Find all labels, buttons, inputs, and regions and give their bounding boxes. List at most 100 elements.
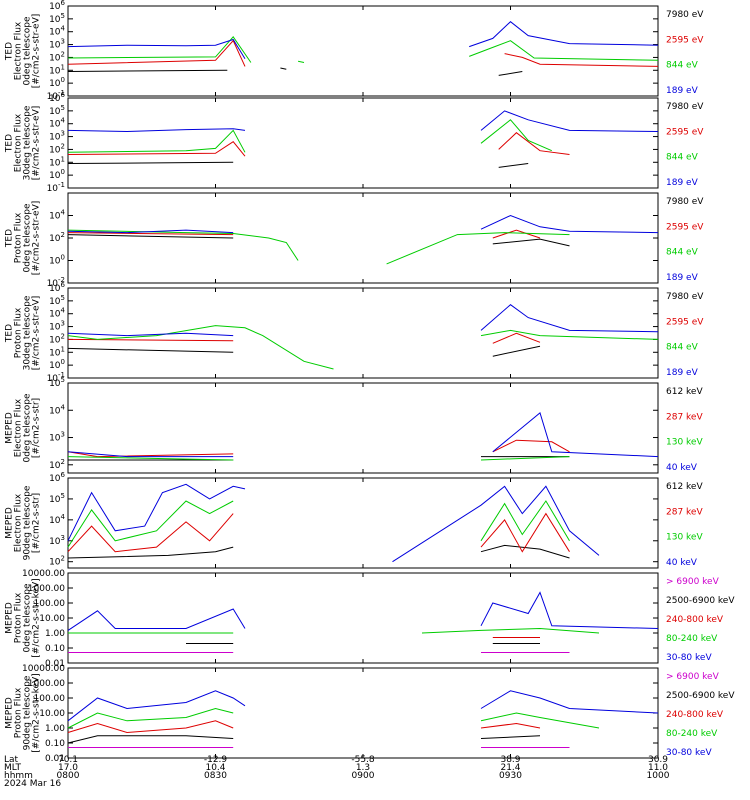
y-axis-label-line: [#/cm2-s-str] xyxy=(32,493,42,553)
legend-entry: 7980 eV xyxy=(666,197,704,207)
y-tick-label: 104 xyxy=(49,403,65,416)
y-axis-label-line: 30deg telescope xyxy=(23,105,33,180)
y-axis-label-line: 0deg telescope xyxy=(23,203,33,273)
y-tick-label: 104 xyxy=(49,209,65,222)
series-line-4 xyxy=(67,38,246,59)
y-tick-label: 100 xyxy=(49,358,65,371)
y-axis-label-line: 90deg telescope xyxy=(23,675,33,750)
y-axis-label-line: MEPED xyxy=(5,602,15,634)
legend-entry: 30-80 keV xyxy=(666,653,712,663)
y-tick-label: 0.10 xyxy=(45,739,65,749)
y-axis-label-line: [#/cm2-s-str-keV] xyxy=(32,673,42,752)
panel-frame xyxy=(67,667,659,759)
y-tick-label: 104 xyxy=(49,307,65,320)
y-axis-label-line: Electron Flux xyxy=(14,398,24,457)
y-axis-label: TEDElectron Flux0deg telescope[#/cm2-s-s… xyxy=(5,14,42,89)
panel-3: 10-2 100 102 104 TEDProton Flux0deg telescop… xyxy=(5,192,704,289)
series-line-4 xyxy=(67,332,234,337)
series-line-2 xyxy=(504,53,659,67)
series-line-4 xyxy=(480,304,659,333)
y-tick-label: 102 xyxy=(49,555,65,568)
y-axis-label-line: MEPED xyxy=(5,412,15,444)
y-tick-label: 104 xyxy=(49,117,65,130)
series-line-3 xyxy=(67,129,246,153)
y-tick-label: 1.00 xyxy=(45,724,65,734)
series-line-1 xyxy=(480,544,570,559)
series-line-1 xyxy=(67,69,228,72)
y-axis-label: MEPEDProton Flux0deg telescope[#/cm2-s-s… xyxy=(5,578,42,657)
y-axis-label: TEDProton Flux0deg telescope[#/cm2-s-str… xyxy=(5,201,42,276)
panel-frame xyxy=(67,287,659,379)
y-axis-label-line: 30deg telescope xyxy=(23,295,33,370)
y-tick-label: 100 xyxy=(49,254,65,267)
legend-entry: > 6900 keV xyxy=(666,672,720,682)
y-tick-label: 10-1 xyxy=(47,371,65,384)
series-line-2 xyxy=(492,332,541,344)
y-tick-label: 105 xyxy=(49,104,65,117)
series-line-2 xyxy=(498,132,570,155)
series-line-3 xyxy=(480,329,659,340)
panel-8: 0.010.101.0010.00100.001000.0010000.00ME… xyxy=(5,664,736,764)
y-tick-label: 103 xyxy=(49,534,65,547)
y-axis-label-line: Proton Flux xyxy=(14,592,24,643)
series-line-2 xyxy=(67,141,246,157)
series-line-2 xyxy=(67,735,234,744)
y-tick-label: 106 xyxy=(49,471,65,484)
legend-entry: 189 eV xyxy=(666,178,699,188)
y-axis-label-line: [#/cm2-s-str-eV] xyxy=(32,14,42,89)
legend-entry: 40 keV xyxy=(666,558,698,568)
series-line-3 xyxy=(67,229,299,261)
y-tick-label: 10-1 xyxy=(47,89,65,102)
series-line-4 xyxy=(67,229,234,234)
series-line-3 xyxy=(67,500,234,548)
y-tick-label: 102 xyxy=(49,50,65,63)
series-line-1 xyxy=(67,234,234,239)
y-axis-label-line: [#/cm2-s-str] xyxy=(32,398,42,458)
x-axis-row-label: hhmm xyxy=(4,771,33,781)
legend-entry: 130 keV xyxy=(666,438,703,448)
y-tick-label: 100.00 xyxy=(34,694,66,704)
series-line-2 xyxy=(67,39,246,67)
legend-entry: 612 keV xyxy=(666,482,703,492)
legend-entry: 2500-6900 keV xyxy=(666,691,735,701)
y-tick-label: 102 xyxy=(49,142,65,155)
y-axis-label-line: 0deg telescope xyxy=(23,16,33,86)
series-line-2 xyxy=(492,439,570,453)
y-tick-label: 100 xyxy=(49,76,65,89)
x-tick-label-lat: -12.9 xyxy=(204,755,228,765)
series-line-1 xyxy=(67,161,234,164)
y-tick-label: 104 xyxy=(49,513,65,526)
y-axis-label-line: Proton Flux xyxy=(14,307,24,358)
y-axis-label-line: 0deg telescope xyxy=(23,393,33,463)
x-tick-label-hhmm: 0900 xyxy=(352,771,375,781)
y-tick-label: 105 xyxy=(49,492,65,505)
y-axis-label-line: MEPED xyxy=(5,507,15,539)
y-axis-label-line: [#/cm2-s-str-keV] xyxy=(32,578,42,657)
y-tick-label: 106 xyxy=(49,0,65,12)
panel-5: 102 103 104 105 MEPEDElectron Flux0deg teles… xyxy=(5,376,703,474)
legend-entry: 844 eV xyxy=(666,248,699,258)
series-line-3 xyxy=(480,722,541,729)
y-axis-label-line: Electron Flux xyxy=(14,113,24,172)
x-axis-row-label: 2024 Mar 16 xyxy=(4,779,61,789)
series-line-4 xyxy=(492,412,659,458)
y-axis-label: MEPEDProton Flux90deg telescope[#/cm2-s-… xyxy=(5,673,42,752)
y-tick-label: 10.00 xyxy=(39,614,65,624)
series-line-1 xyxy=(67,347,234,353)
y-axis-label: MEPEDElectron Flux0deg telescope[#/cm2-s… xyxy=(5,393,42,463)
y-tick-label: 1000.00 xyxy=(28,679,65,689)
legend-entry: > 6900 keV xyxy=(666,577,720,587)
y-axis-label-line: TED xyxy=(5,42,15,61)
panel-frame xyxy=(67,97,659,189)
series-line-4 xyxy=(67,128,246,133)
y-axis-label: MEPEDElectron Flux90deg telescope[#/cm2-… xyxy=(5,485,42,560)
series-line-2 xyxy=(67,338,234,342)
legend-entry: 612 keV xyxy=(666,387,703,397)
series-line-2 xyxy=(67,513,234,553)
legend-entry: 7980 eV xyxy=(666,102,704,112)
y-tick-label: 106 xyxy=(49,91,65,104)
y-tick-label: 103 xyxy=(49,130,65,143)
